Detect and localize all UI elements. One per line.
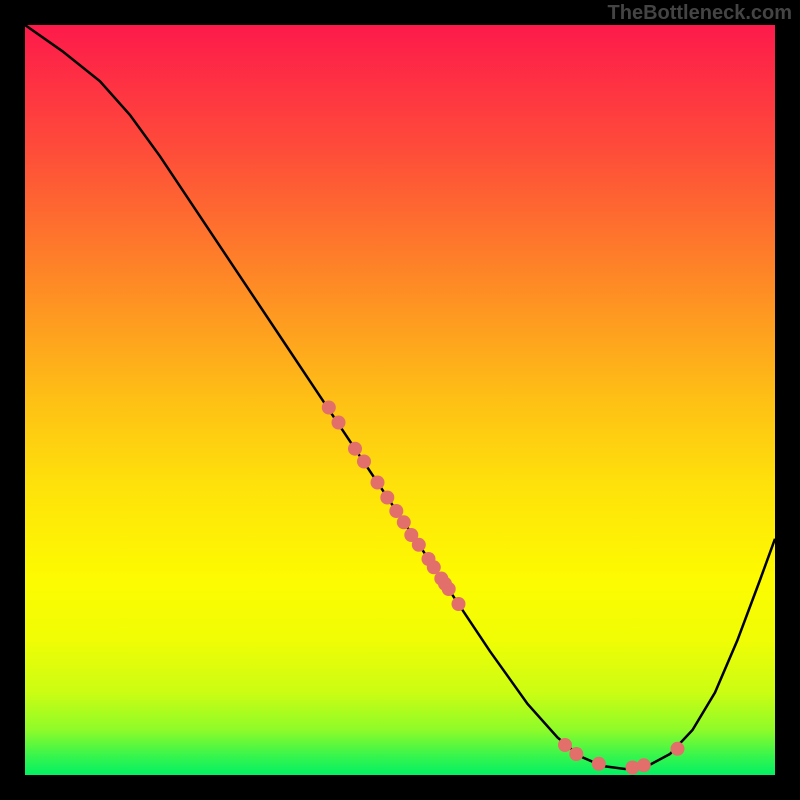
scatter-point — [348, 442, 362, 456]
watermark-text: TheBottleneck.com — [608, 2, 792, 25]
scatter-point — [592, 757, 606, 771]
plot-svg — [25, 25, 775, 775]
scatter-point — [558, 738, 572, 752]
scatter-point — [412, 538, 426, 552]
scatter-point — [397, 515, 411, 529]
scatter-point — [332, 416, 346, 430]
plot-area — [25, 25, 775, 775]
scatter-point — [371, 476, 385, 490]
scatter-point — [438, 577, 452, 591]
scatter-point — [569, 747, 583, 761]
scatter-point — [637, 758, 651, 772]
scatter-point — [671, 742, 685, 756]
bottleneck-curve — [25, 25, 775, 769]
scatter-point — [357, 455, 371, 469]
scatter-points — [322, 401, 685, 775]
scatter-point — [452, 597, 466, 611]
scatter-point — [322, 401, 336, 415]
scatter-point — [380, 491, 394, 505]
